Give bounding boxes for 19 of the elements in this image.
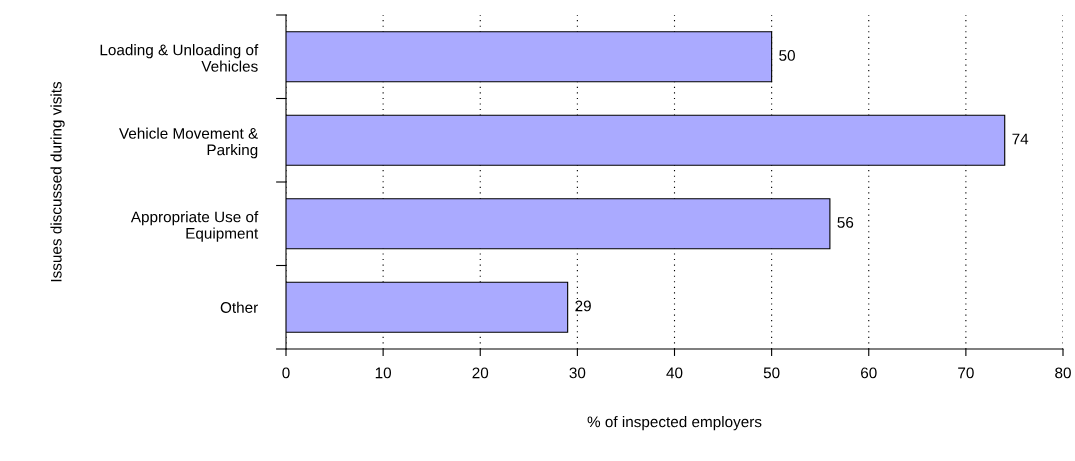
data-label: 56 [837,217,854,228]
x-tick-label: 0 [282,367,290,379]
x-tick-label: 50 [763,367,780,379]
x-tick-label: 80 [1055,367,1071,379]
y-tick-label: Loading & Unloading of Vehicles [100,44,259,72]
x-tick-label: 30 [569,367,586,379]
x-tick-label: 70 [958,367,974,379]
data-label: 50 [779,50,795,61]
y-tick-label: Vehicle Movement & Parking [119,127,258,159]
y-tick-label: Other [220,301,258,313]
x-axis-title: % of inspected employers [587,416,762,431]
y-axis-title: Issues discussed during visits [50,81,65,282]
data-label: 74 [1012,133,1029,145]
x-tick-label: 20 [472,367,489,379]
data-label: 29 [575,300,591,312]
x-tick-label: 40 [666,367,683,379]
x-tick-label: 60 [861,367,877,379]
y-tick-label: Appropriate Use of Equipment [130,211,259,242]
x-tick-label: 10 [375,367,392,379]
